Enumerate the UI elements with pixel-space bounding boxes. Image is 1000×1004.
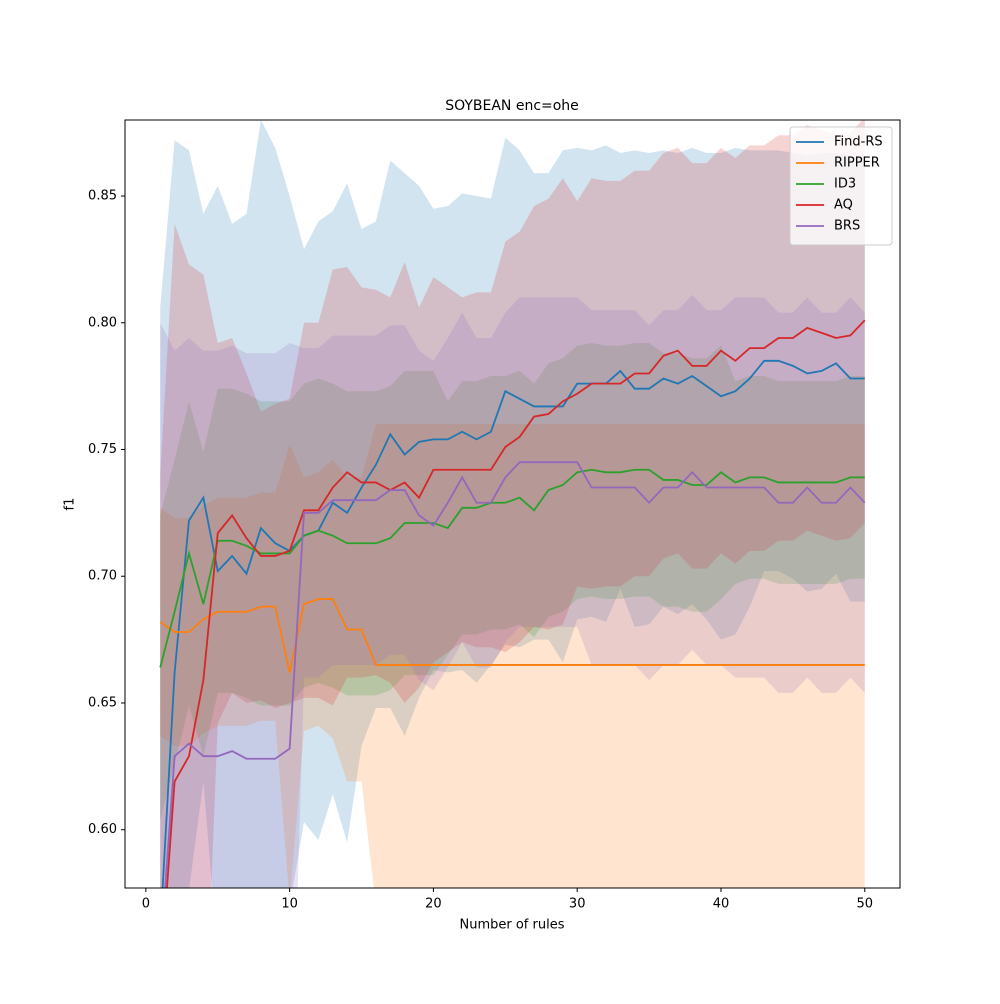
y-axis-label: f1	[63, 498, 78, 511]
series-line	[164, 461, 866, 888]
y-tick-label: 0.60	[88, 822, 117, 837]
error-band	[160, 424, 865, 888]
legend-label: RIPPER	[834, 156, 880, 171]
y-tick-label: 0.80	[88, 315, 117, 330]
series-line	[161, 359, 865, 888]
legend-label: BRS	[834, 219, 860, 234]
error-band	[160, 120, 865, 888]
series-line	[159, 598, 865, 673]
x-tick-label: 30	[569, 897, 586, 912]
legend-box	[789, 126, 893, 246]
error-band	[160, 343, 865, 820]
plot-frame	[124, 119, 901, 889]
y-tick-label: 0.65	[88, 695, 117, 710]
y-tick-label: 0.75	[88, 442, 117, 457]
y-tick-label: 0.85	[88, 189, 117, 204]
x-tick-label: 50	[856, 897, 873, 912]
x-tick-label: 10	[281, 897, 298, 912]
x-axis-label: Number of rules	[460, 918, 565, 933]
series-line	[166, 319, 866, 888]
lines	[159, 319, 866, 888]
error-band	[160, 120, 865, 888]
y-tick-label: 0.70	[88, 569, 117, 584]
legend-label: Find-RS	[834, 135, 883, 150]
x-tick-label: 0	[142, 897, 150, 912]
bands	[160, 120, 865, 888]
x-tick-label: 20	[425, 897, 442, 912]
series-line	[159, 468, 865, 668]
chart-title: SOYBEAN enc=ohe	[445, 98, 579, 114]
legend-label: ID3	[834, 177, 856, 192]
x-tick-label: 40	[713, 897, 730, 912]
axes: 0 10 20 30 40 50 0.60 0.65 0.70 0.75 0.80 0.85	[88, 189, 873, 912]
legend: Find-RS RIPPER ID3 AQ BRS	[789, 126, 893, 246]
error-band	[160, 294, 865, 888]
legend-label: AQ	[834, 198, 853, 213]
